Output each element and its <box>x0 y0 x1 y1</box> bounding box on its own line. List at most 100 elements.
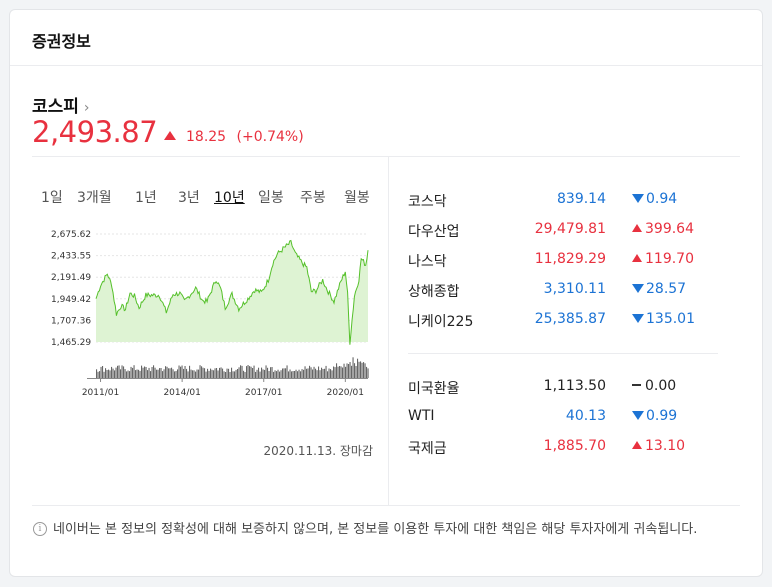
volume-bar <box>238 367 240 378</box>
period-tabs: 1일 3개월 1년 3년 10년 일봉 주봉 월봉 <box>41 187 370 207</box>
volume-bar <box>196 369 198 378</box>
volume-bar <box>226 368 228 378</box>
commodity-fx-list: 미국환율 1,113.50 0.00 WTI 40.13 0.99 국제금 1,885.70 1… <box>408 378 728 468</box>
volume-bar <box>133 365 135 378</box>
volume-bar <box>154 367 156 378</box>
volume-bar <box>249 366 251 378</box>
x-tick-label: 2020/01 <box>327 388 364 398</box>
volume-bar <box>121 365 123 378</box>
disclaimer-text: 네이버는 본 정보의 정확성에 대해 보증하지 않으며, 본 정보를 이용한 투… <box>53 522 698 537</box>
market-value: 25,385.87 <box>534 311 606 327</box>
up-triangle-icon <box>632 441 642 449</box>
volume-bar <box>291 371 293 378</box>
volume-bar <box>283 368 285 378</box>
volume-bar <box>120 369 122 378</box>
volume-bar <box>151 367 153 378</box>
volume-bar <box>256 369 258 378</box>
volume-bar <box>202 367 204 378</box>
y-tick-label: 1,707.36 <box>51 316 91 326</box>
market-name: 미국환율 <box>408 381 460 397</box>
volume-bar <box>183 368 185 378</box>
volume-bar <box>289 369 291 378</box>
volume-bar <box>273 371 275 378</box>
x-tick-label: 2011/01 <box>82 388 119 398</box>
volume-bar <box>330 369 332 378</box>
volume-bar <box>99 371 101 378</box>
volume-bar <box>355 366 357 378</box>
volume-bar <box>303 369 305 378</box>
kospi-10y-chart[interactable]: 2,675.62 2,433.55 2,191.49 1,949.42 1,707.36… <box>38 220 373 398</box>
volume-bar <box>157 369 159 378</box>
volume-bar <box>144 366 146 378</box>
volume-bar <box>265 365 267 378</box>
volume-bar <box>103 371 105 378</box>
volume-bar <box>274 370 276 378</box>
volume-bar <box>282 368 284 378</box>
volume-bar <box>261 367 263 378</box>
volume-bar <box>159 368 161 378</box>
volume-bar <box>217 370 219 378</box>
volume-bar <box>262 369 264 378</box>
market-row-top-4[interactable]: 니케이225 25,385.87 135.01 <box>408 311 728 341</box>
volume-bar <box>190 369 192 378</box>
volume-bar <box>346 363 348 378</box>
tab-10y[interactable]: 10년 <box>214 190 245 206</box>
tab-monthly[interactable]: 월봉 <box>344 190 370 206</box>
market-change: 119.70 <box>632 251 694 267</box>
volume-bar <box>288 371 290 378</box>
market-row-bottom-2[interactable]: 국제금 1,885.70 13.10 <box>408 438 728 468</box>
volume-bar <box>312 369 314 378</box>
volume-bar <box>153 365 155 378</box>
y-tick-label: 2,191.49 <box>51 273 91 283</box>
volume-bar <box>147 370 149 378</box>
market-row-top-2[interactable]: 나스닥 11,829.29 119.70 <box>408 251 728 281</box>
x-tick-label: 2014/01 <box>163 388 200 398</box>
volume-bar <box>327 371 329 378</box>
tab-3m[interactable]: 3개월 <box>77 190 112 206</box>
volume-bar <box>117 365 119 378</box>
volume-bar <box>343 363 345 378</box>
market-name: WTI <box>408 408 435 424</box>
volume-bar <box>264 369 266 378</box>
tab-weekly[interactable]: 주봉 <box>300 190 326 206</box>
market-row-top-0[interactable]: 코스닥 839.14 0.94 <box>408 191 728 221</box>
volume-bar <box>163 369 165 378</box>
volume-bar <box>306 368 308 378</box>
tab-1y[interactable]: 1년 <box>135 190 157 206</box>
tab-daily[interactable]: 일봉 <box>258 190 284 206</box>
market-value: 839.14 <box>557 191 606 207</box>
volume-bar <box>358 361 360 378</box>
volume-bar <box>340 366 342 378</box>
market-row-top-1[interactable]: 다우산업 29,479.81 399.64 <box>408 221 728 251</box>
volume-bar <box>130 366 132 378</box>
volume-bar <box>250 366 252 378</box>
market-row-bottom-1[interactable]: WTI 40.13 0.99 <box>408 408 728 438</box>
volume-bar <box>315 368 317 378</box>
y-tick-label: 2,675.62 <box>51 230 91 240</box>
volume-bar <box>361 362 363 378</box>
volume-bar <box>325 365 327 378</box>
volume-bar <box>192 370 194 378</box>
volume-bar <box>342 367 344 378</box>
info-icon: i <box>33 521 47 536</box>
tab-3y[interactable]: 3년 <box>178 190 200 206</box>
volume-bar <box>324 368 326 378</box>
tab-1d[interactable]: 1일 <box>41 190 63 206</box>
volume-bar <box>172 369 174 378</box>
market-row-bottom-0[interactable]: 미국환율 1,113.50 0.00 <box>408 378 728 408</box>
volume-bar <box>105 368 107 378</box>
index-name-link[interactable]: 코스피 › <box>32 92 90 117</box>
volume-bar <box>357 358 359 378</box>
volume-bar <box>348 364 350 378</box>
volume-bar <box>97 371 99 378</box>
market-change: 0.99 <box>632 408 677 424</box>
market-name: 국제금 <box>408 441 447 457</box>
volume-bar <box>184 366 186 378</box>
volume-bar <box>175 371 177 378</box>
market-close-date: 2020.11.13. 장마감 <box>263 444 373 458</box>
disclaimer: i 네이버는 본 정보의 정확성에 대해 보증하지 않으며, 본 정보를 이용한 … <box>33 521 743 539</box>
volume-bar <box>150 371 152 378</box>
market-row-top-3[interactable]: 상해종합 3,310.11 28.57 <box>408 281 728 311</box>
volume-bar <box>258 367 260 378</box>
y-tick-label: 1,949.42 <box>51 295 91 305</box>
